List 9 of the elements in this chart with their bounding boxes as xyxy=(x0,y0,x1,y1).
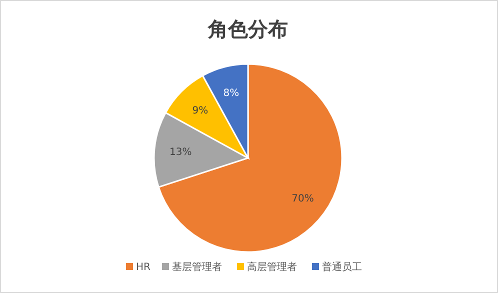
data-label: 8% xyxy=(223,88,240,99)
legend-label: 普通员工 xyxy=(322,261,362,273)
data-label: 13% xyxy=(170,147,192,158)
legend-label: 基层管理者 xyxy=(172,261,222,273)
legend-label: 高层管理者 xyxy=(247,261,297,273)
data-label: 70% xyxy=(292,193,314,204)
chart-title: 角色分布 xyxy=(207,17,288,41)
data-label: 9% xyxy=(192,106,208,117)
legend-label: HR xyxy=(136,262,151,273)
